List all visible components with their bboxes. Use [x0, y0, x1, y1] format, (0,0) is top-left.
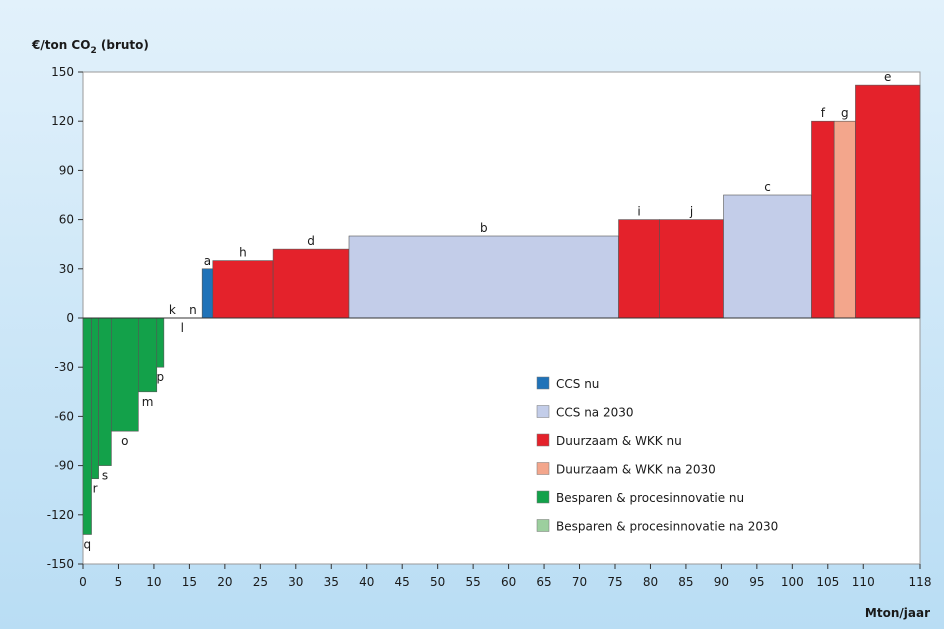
y-tick-label: -90 [54, 459, 74, 473]
x-tick-label: 35 [324, 575, 339, 589]
bar-label-j: j [689, 205, 693, 219]
bar-f [811, 120, 835, 319]
bar-a [201, 268, 214, 319]
bar-label-k: k [169, 303, 176, 317]
legend-label-ccs_nu: CCS nu [556, 377, 599, 391]
legend-swatch-ccs_nu [536, 376, 550, 390]
y-axis-label: €/ton CO2 (bruto) [31, 38, 149, 56]
x-tick-label: 75 [607, 575, 622, 589]
x-tick-label: 50 [430, 575, 445, 589]
bar-e [855, 84, 921, 319]
bar-label-a: a [204, 254, 211, 268]
y-tick-label: 60 [59, 213, 74, 227]
y-tick-label: -120 [47, 508, 74, 522]
x-tick-label: 60 [501, 575, 516, 589]
y-tick-label: 90 [59, 163, 74, 177]
bar-label-q: q [83, 537, 91, 551]
legend-label-bp_nu: Besparen & procesinnovatie nu [556, 491, 744, 505]
y-tick-label: 120 [51, 114, 74, 128]
y-tick-label: -150 [47, 557, 74, 571]
bar-label-e: e [884, 70, 891, 84]
x-tick-label: 65 [536, 575, 551, 589]
x-tick-label: 25 [253, 575, 268, 589]
legend-swatch-ccs_2030 [536, 405, 550, 418]
bar-p [156, 317, 165, 368]
bar-label-n: n [189, 303, 197, 317]
bar-label-i: i [637, 205, 640, 219]
bar-label-h: h [239, 246, 247, 260]
bar-j [659, 219, 724, 319]
legend-swatch-bp_2030 [536, 519, 550, 532]
legend-label-ccs_2030: CCS na 2030 [556, 406, 634, 420]
x-tick-label: 80 [643, 575, 658, 589]
legend-swatch-dw_2030 [536, 462, 550, 475]
bar-i [618, 219, 660, 319]
bar-label-m: m [142, 395, 154, 409]
bar-o [111, 317, 139, 432]
x-tick-label: 45 [395, 575, 410, 589]
bar-h [212, 260, 274, 319]
bar-label-p: p [157, 370, 165, 384]
x-axis-label: Mton/jaar [865, 606, 930, 620]
bar-label-o: o [121, 434, 128, 448]
bar-g [833, 120, 856, 319]
x-tick-label: 0 [79, 575, 87, 589]
bar-b [348, 235, 619, 319]
bar-label-d: d [307, 234, 315, 248]
bar-q [82, 317, 92, 535]
bar-label-l: l [181, 321, 184, 335]
bar-s [98, 317, 112, 466]
bar-label-f: f [821, 106, 826, 120]
bar-label-g: g [841, 106, 849, 120]
x-tick-label: 95 [749, 575, 764, 589]
y-axis-label-tail: (bruto) [97, 38, 149, 52]
y-tick-label: 0 [66, 311, 74, 325]
x-tick-label: 70 [572, 575, 587, 589]
x-tick-label: 5 [115, 575, 123, 589]
bar-label-c: c [764, 180, 771, 194]
x-tick-label: 100 [781, 575, 804, 589]
x-tick-label: 40 [359, 575, 374, 589]
y-tick-label: -60 [54, 409, 74, 423]
bar-label-b: b [480, 221, 488, 235]
x-tick-label: 105 [816, 575, 839, 589]
legend-swatch-bp_nu [536, 490, 550, 504]
y-tick-label: -30 [54, 360, 74, 374]
y-axis-label-main: €/ton CO [31, 38, 90, 52]
x-tick-label: 55 [465, 575, 480, 589]
bar-m [138, 317, 158, 393]
x-tick-label: 90 [714, 575, 729, 589]
x-tick-label: 110 [852, 575, 875, 589]
x-tick-label: 30 [288, 575, 303, 589]
x-tick-label: 20 [217, 575, 232, 589]
x-tick-label: 85 [678, 575, 693, 589]
bar-c [723, 194, 812, 319]
y-tick-label: 150 [51, 65, 74, 79]
bar-d [272, 248, 350, 319]
legend-label-bp_2030: Besparen & procesinnovatie na 2030 [556, 520, 778, 534]
bar-label-s: s [102, 469, 108, 483]
x-tick-label: 10 [146, 575, 161, 589]
bar-r [91, 317, 99, 480]
y-tick-label: 30 [59, 262, 74, 276]
x-tick-label: 15 [182, 575, 197, 589]
legend-swatch-dw_nu [536, 433, 550, 447]
bar-label-r: r [93, 482, 98, 496]
x-tick-label: 118 [909, 575, 932, 589]
legend-label-dw_nu: Duurzaam & WKK nu [556, 434, 682, 448]
legend-label-dw_2030: Duurzaam & WKK na 2030 [556, 463, 716, 477]
y-axis-label-subscript: 2 [90, 46, 96, 56]
